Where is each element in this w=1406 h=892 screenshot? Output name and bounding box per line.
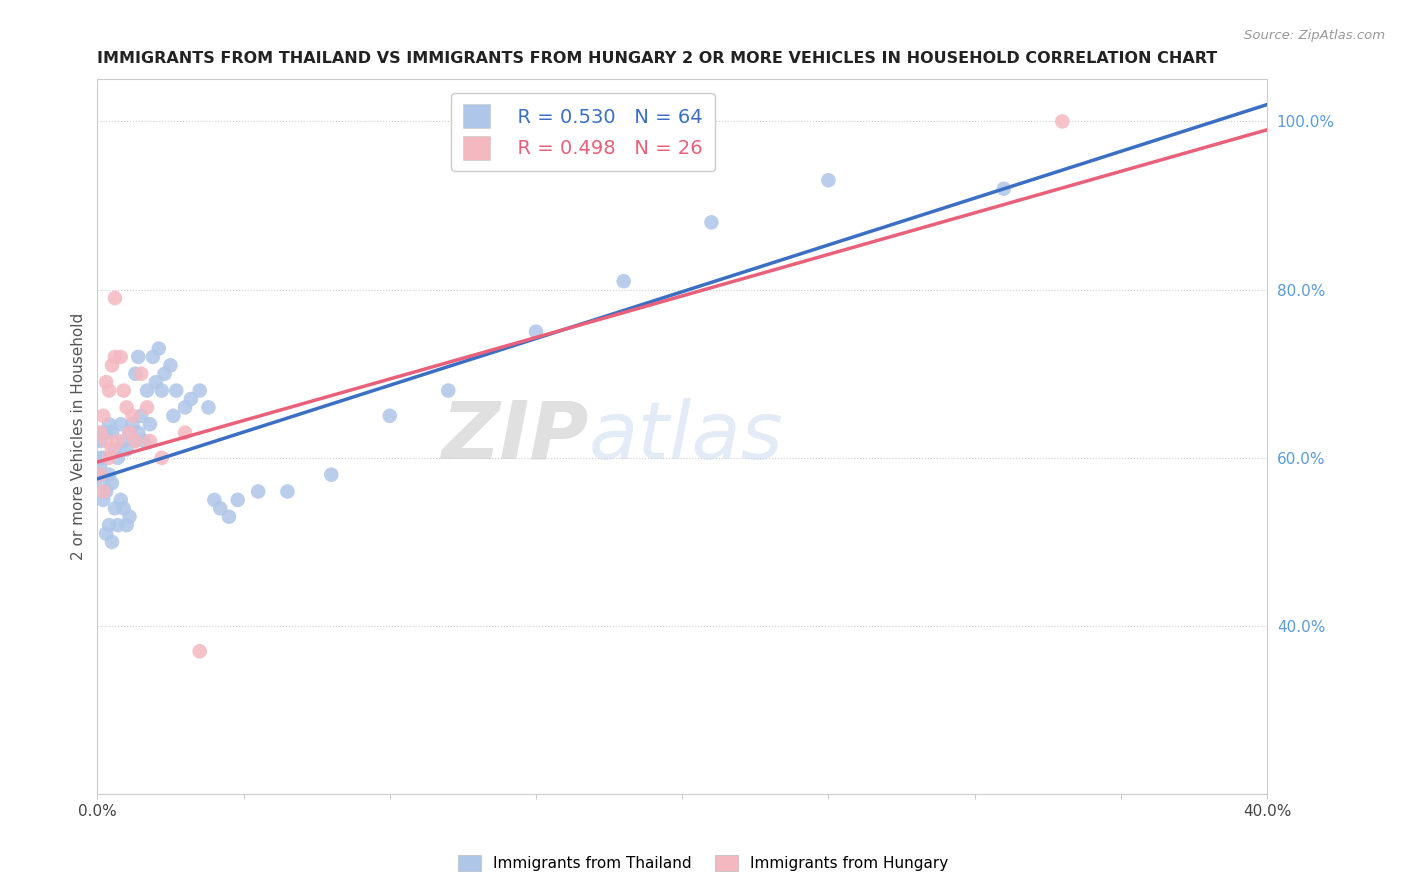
Point [817, 173, 839, 187]
Point [226, 492, 249, 507]
Point [98, 518, 121, 533]
Point [107, 434, 129, 448]
Point [124, 367, 146, 381]
Point [218, 509, 240, 524]
Point [104, 350, 127, 364]
Text: atlas: atlas [589, 398, 783, 475]
Point [524, 325, 547, 339]
Point [101, 442, 124, 457]
Point [104, 442, 127, 457]
Point [104, 291, 127, 305]
Point [89, 434, 111, 448]
Point [94, 434, 117, 448]
Y-axis label: 2 or more Vehicles in Household: 2 or more Vehicles in Household [72, 313, 86, 560]
Point [91, 450, 114, 465]
Point [188, 384, 211, 398]
Point [91, 425, 114, 440]
Point [89, 467, 111, 482]
Point [180, 392, 202, 406]
Point [145, 375, 167, 389]
Point [89, 425, 111, 440]
Point [101, 535, 124, 549]
Point [112, 501, 135, 516]
Point [91, 476, 114, 491]
Point [1052, 114, 1074, 128]
Point [136, 384, 159, 398]
Point [89, 467, 111, 482]
Point [188, 644, 211, 658]
Point [112, 384, 135, 398]
Point [139, 417, 162, 432]
Point [94, 375, 117, 389]
Point [98, 384, 121, 398]
Point [162, 409, 184, 423]
Point [115, 442, 138, 457]
Point [247, 484, 270, 499]
Point [150, 450, 173, 465]
Point [98, 467, 121, 482]
Point [165, 384, 187, 398]
Legend:   R = 0.530   N = 64,   R = 0.498   N = 26: R = 0.530 N = 64, R = 0.498 N = 26 [451, 93, 714, 171]
Point [174, 425, 197, 440]
Point [121, 409, 143, 423]
Point [124, 434, 146, 448]
Point [112, 434, 135, 448]
Point [700, 215, 723, 229]
Point [129, 409, 152, 423]
Point [993, 182, 1015, 196]
Point [91, 409, 114, 423]
Point [150, 384, 173, 398]
Point [118, 509, 141, 524]
Point [89, 450, 111, 465]
Point [89, 459, 111, 474]
Point [139, 434, 162, 448]
Point [107, 518, 129, 533]
Point [321, 467, 343, 482]
Point [197, 401, 219, 415]
Point [101, 476, 124, 491]
Point [91, 484, 114, 499]
Point [110, 492, 132, 507]
Text: Source: ZipAtlas.com: Source: ZipAtlas.com [1244, 29, 1385, 42]
Point [159, 359, 181, 373]
Text: IMMIGRANTS FROM THAILAND VS IMMIGRANTS FROM HUNGARY 2 OR MORE VEHICLES IN HOUSEH: IMMIGRANTS FROM THAILAND VS IMMIGRANTS F… [97, 51, 1218, 66]
Point [153, 367, 176, 381]
Point [91, 492, 114, 507]
Point [202, 492, 225, 507]
Point [101, 425, 124, 440]
Point [209, 501, 232, 516]
Point [115, 401, 138, 415]
Point [127, 350, 149, 364]
Point [613, 274, 636, 288]
Text: ZIP: ZIP [441, 398, 589, 475]
Point [129, 367, 152, 381]
Point [121, 417, 143, 432]
Point [107, 450, 129, 465]
Point [148, 342, 170, 356]
Point [136, 401, 159, 415]
Point [101, 359, 124, 373]
Point [276, 484, 298, 499]
Point [115, 518, 138, 533]
Point [98, 450, 121, 465]
Point [94, 526, 117, 541]
Point [378, 409, 401, 423]
Point [94, 425, 117, 440]
Point [124, 434, 146, 448]
Point [94, 484, 117, 499]
Point [134, 434, 156, 448]
Point [110, 350, 132, 364]
Point [104, 501, 127, 516]
Point [118, 425, 141, 440]
Point [142, 350, 165, 364]
Point [98, 417, 121, 432]
Point [437, 384, 460, 398]
Point [127, 425, 149, 440]
Point [118, 425, 141, 440]
Point [174, 401, 197, 415]
Point [110, 417, 132, 432]
Legend: Immigrants from Thailand, Immigrants from Hungary: Immigrants from Thailand, Immigrants fro… [451, 849, 955, 877]
